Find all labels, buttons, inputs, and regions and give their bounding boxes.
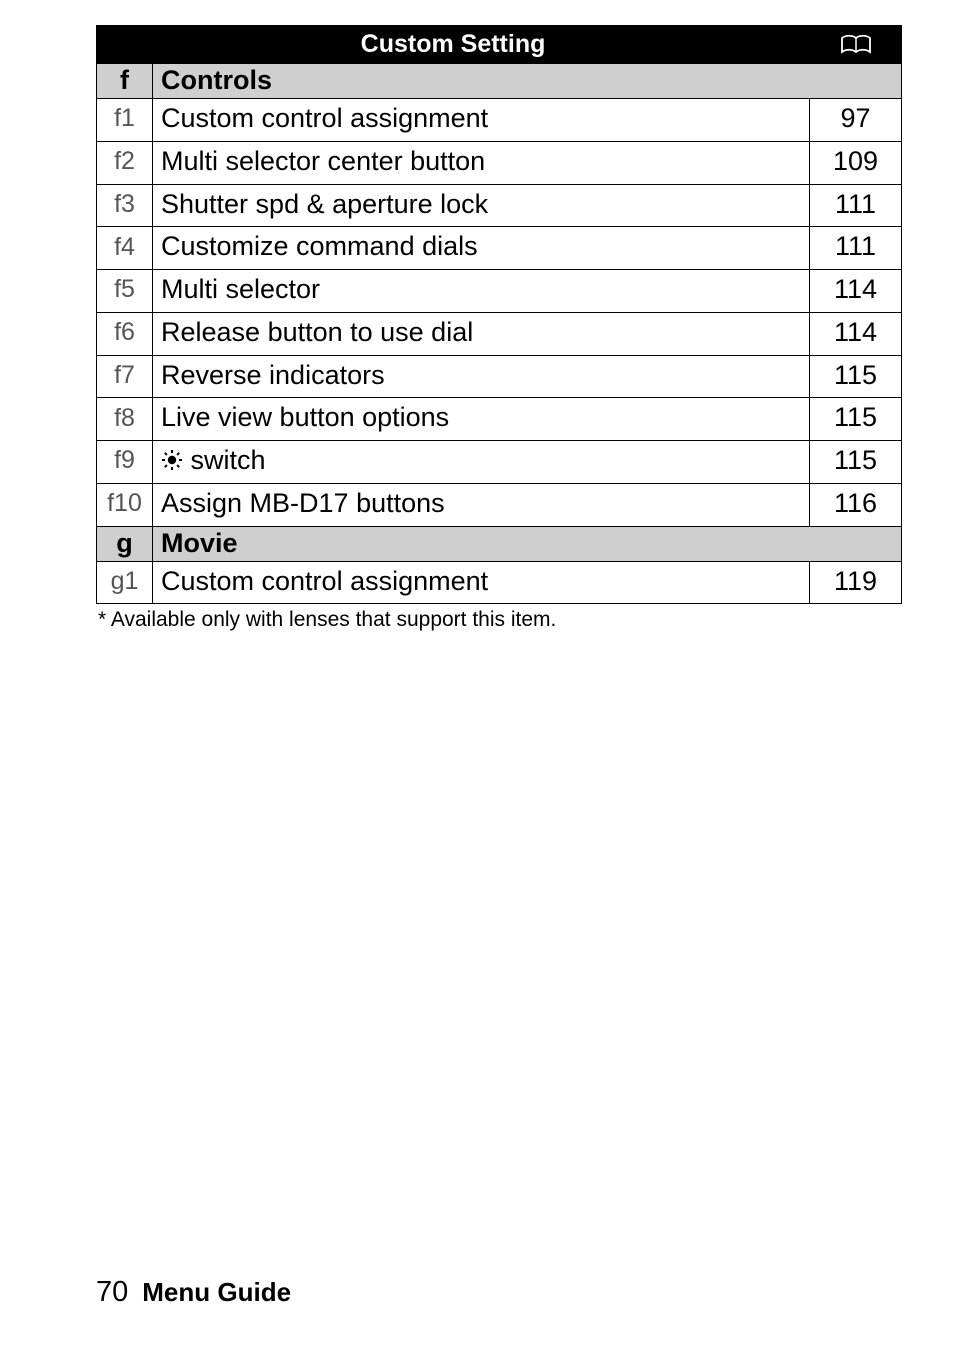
- table-row: f5 Multi selector 114: [97, 270, 902, 313]
- book-icon: [840, 30, 872, 58]
- footnote: * Available only with lenses that suppor…: [96, 604, 902, 632]
- table-row: f8 Live view button options 115: [97, 398, 902, 441]
- table-row: f2 Multi selector center button 109: [97, 141, 902, 184]
- row-label: Release button to use dial: [153, 312, 810, 355]
- row-page: 114: [810, 312, 902, 355]
- row-label: Custom control assignment: [153, 99, 810, 142]
- section-title: Controls: [153, 64, 902, 99]
- row-page: 97: [810, 99, 902, 142]
- table-row: f3 Shutter spd & aperture lock 111: [97, 184, 902, 227]
- custom-settings-table: Custom Setting f Controls f1 Custom cont…: [96, 25, 902, 604]
- row-id: f7: [97, 355, 153, 398]
- row-id: f6: [97, 312, 153, 355]
- table-header-row: Custom Setting: [97, 26, 902, 64]
- row-label: Customize command dials: [153, 227, 810, 270]
- row-label: Custom control assignment: [153, 561, 810, 604]
- row-page: 111: [810, 184, 902, 227]
- table-row: g1 Custom control assignment 119: [97, 561, 902, 604]
- row-page: 119: [810, 561, 902, 604]
- row-id: f10: [97, 483, 153, 526]
- header-page-icon-cell: [810, 26, 902, 64]
- row-label: Live view button options: [153, 398, 810, 441]
- row-page: 115: [810, 398, 902, 441]
- row-page: 114: [810, 270, 902, 313]
- row-page: 115: [810, 441, 902, 484]
- row-id: f3: [97, 184, 153, 227]
- row-id: f1: [97, 99, 153, 142]
- row-id: f9: [97, 441, 153, 484]
- page-footer: 70 Menu Guide: [96, 1276, 291, 1309]
- row-page: 116: [810, 483, 902, 526]
- row-page: 115: [810, 355, 902, 398]
- section-id: f: [97, 64, 153, 99]
- page-number: 70: [96, 1276, 128, 1308]
- table-row: f6 Release button to use dial 114: [97, 312, 902, 355]
- row-id: f5: [97, 270, 153, 313]
- table-row: f9: [97, 441, 902, 484]
- row-label: Shutter spd & aperture lock: [153, 184, 810, 227]
- row-id: f2: [97, 141, 153, 184]
- row-label-text: switch: [191, 445, 266, 475]
- row-id: f4: [97, 227, 153, 270]
- footer-title: Menu Guide: [142, 1277, 291, 1307]
- section-row-g: g Movie: [97, 526, 902, 561]
- header-title-cell: Custom Setting: [97, 26, 810, 64]
- section-title: Movie: [153, 526, 902, 561]
- table-row: f1 Custom control assignment 97: [97, 99, 902, 142]
- row-label: Multi selector center button: [153, 141, 810, 184]
- row-id: f8: [97, 398, 153, 441]
- row-label: switch: [153, 441, 810, 484]
- table-row: f4 Customize command dials 111: [97, 227, 902, 270]
- row-label: Assign MB-D17 buttons: [153, 483, 810, 526]
- table-row: f10 Assign MB-D17 buttons 116: [97, 483, 902, 526]
- table-row: f7 Reverse indicators 115: [97, 355, 902, 398]
- row-label: Reverse indicators: [153, 355, 810, 398]
- row-label: Multi selector: [153, 270, 810, 313]
- section-id: g: [97, 526, 153, 561]
- section-row-f: f Controls: [97, 64, 902, 99]
- row-id: g1: [97, 561, 153, 604]
- brightness-icon: [161, 445, 191, 475]
- row-page: 109: [810, 141, 902, 184]
- row-page: 111: [810, 227, 902, 270]
